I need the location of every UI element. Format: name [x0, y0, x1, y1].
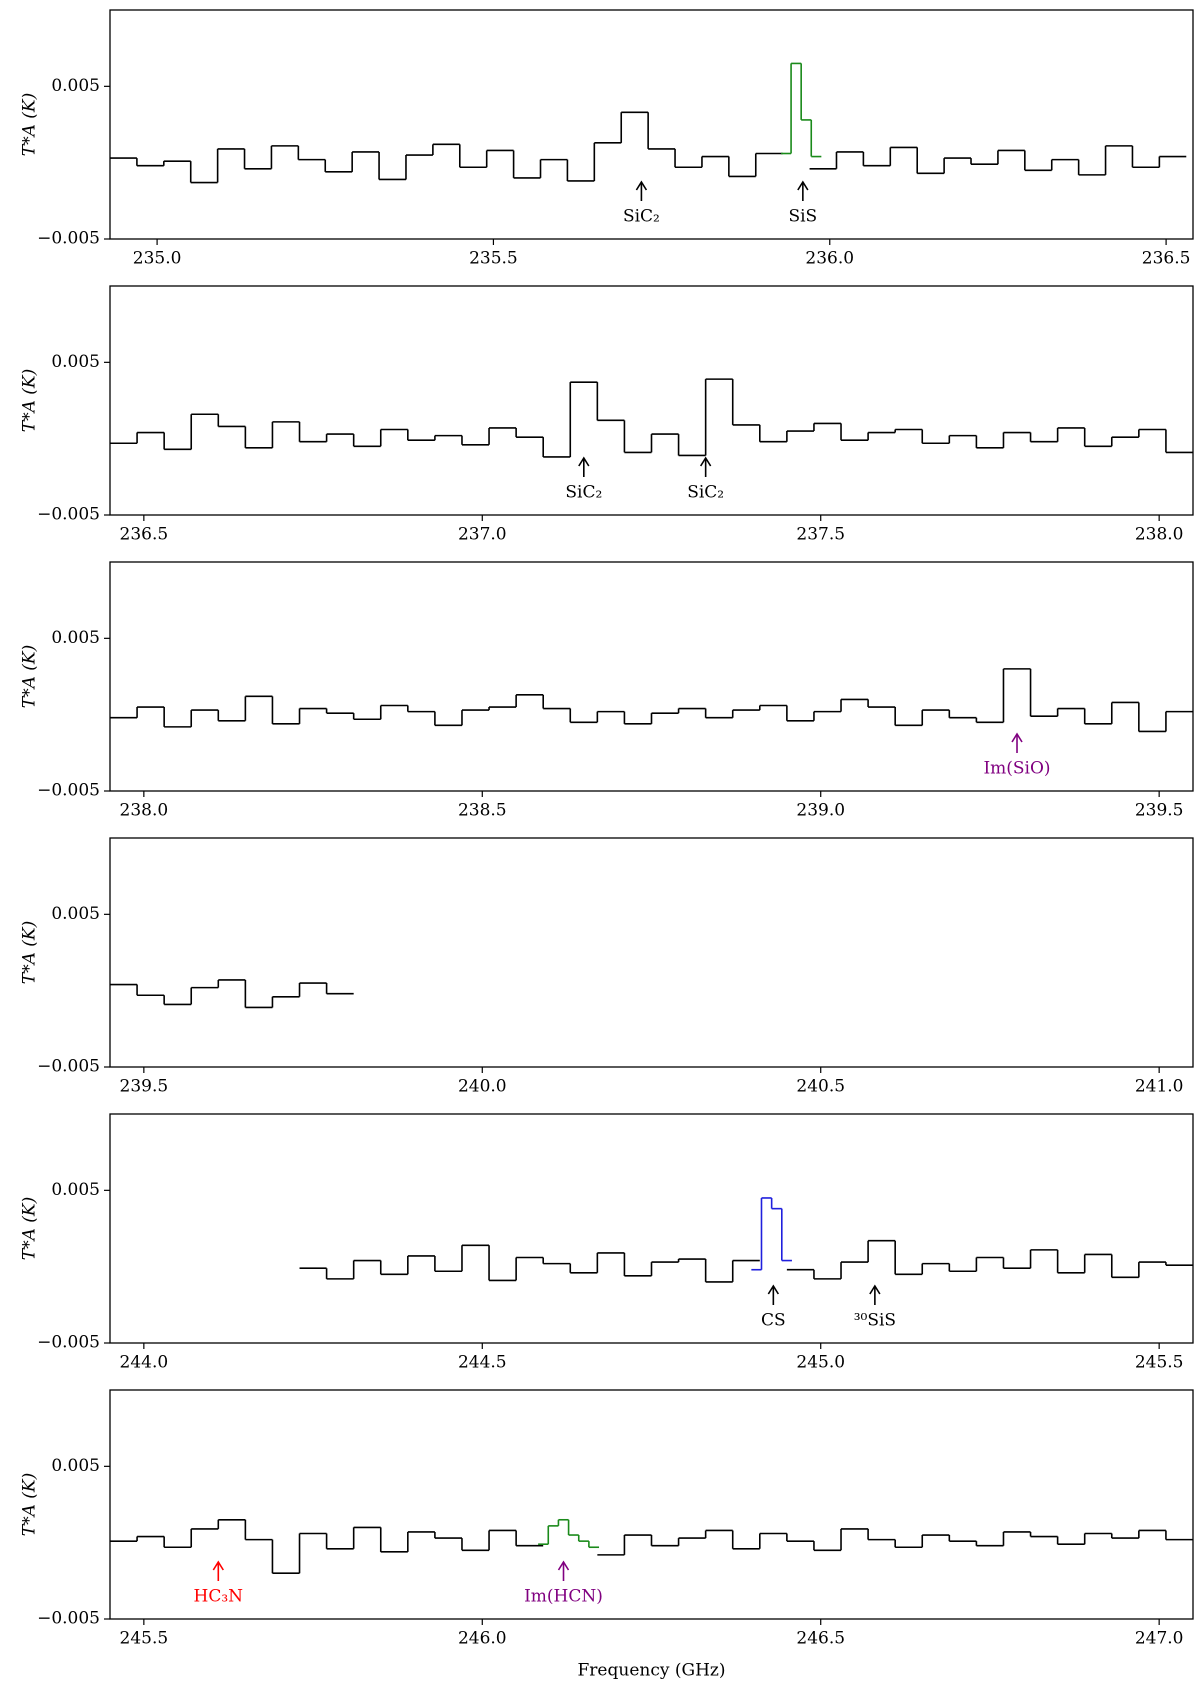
y-axis-label: T*A (K): [20, 369, 40, 432]
y-axis-label: T*A (K): [20, 1197, 40, 1260]
annotation-label: SiC₂: [687, 483, 724, 503]
plot-area: [110, 979, 354, 1009]
y-tick-label: 0.005: [51, 1180, 100, 1200]
x-tick-label: 246.5: [796, 1629, 845, 1649]
annotation-label: Im(HCN): [524, 1587, 603, 1607]
y-axis-label: T*A (K): [20, 1473, 40, 1536]
x-tick-label: 239.0: [796, 801, 845, 821]
y-tick-label: 0.005: [51, 76, 100, 96]
x-tick-label: 239.5: [120, 1077, 169, 1097]
y-tick-label: 0.005: [51, 904, 100, 924]
plot-area: [299, 1197, 1193, 1283]
plot-area: [110, 62, 1187, 184]
annotation-arrowhead: [578, 456, 590, 467]
spectrum-riser: [325, 1240, 1167, 1282]
x-tick-label: 245.5: [1135, 1353, 1184, 1373]
plot-area: [110, 378, 1193, 458]
spectrum-riser: [760, 1197, 783, 1270]
x-tick-label: 239.5: [1135, 801, 1184, 821]
annotation-arrowhead: [557, 1560, 570, 1571]
spectrum-riser: [547, 1519, 590, 1548]
y-tick-label: −0.005: [37, 781, 100, 801]
y-tick-label: 0.005: [51, 352, 100, 372]
y-tick-label: −0.005: [37, 505, 100, 525]
x-tick-label: 236.5: [120, 525, 169, 545]
y-tick-label: −0.005: [37, 1057, 100, 1077]
x-tick-label: 238.5: [458, 801, 507, 821]
spectrum-riser: [136, 112, 1161, 183]
y-tick-label: −0.005: [37, 1609, 100, 1629]
x-tick-label: 244.0: [120, 1353, 169, 1373]
annotation-label: CS: [761, 1311, 786, 1331]
x-tick-label: 237.0: [458, 525, 507, 545]
x-tick-label: 235.0: [133, 249, 182, 269]
annotation-label: Im(SiO): [983, 759, 1050, 779]
x-tick-label: 238.0: [1135, 525, 1184, 545]
annotation-arrowhead: [767, 1284, 780, 1295]
spectrum-riser: [790, 63, 813, 157]
x-tick-label: 236.5: [1142, 249, 1191, 269]
axes-frame: [109, 837, 1194, 1068]
x-tick-label: 246.0: [458, 1629, 507, 1649]
axes-frame: [109, 9, 1194, 240]
spectrum-riser: [136, 979, 328, 1008]
y-tick-label: 0.005: [51, 628, 100, 648]
x-axis-label: Frequency (GHz): [578, 1661, 726, 1681]
axes-frame: [109, 285, 1194, 516]
annotation-arrowhead: [797, 180, 809, 191]
annotation-arrowhead: [212, 1560, 224, 1571]
x-tick-label: 237.5: [796, 525, 845, 545]
y-tick-label: 0.005: [51, 1456, 100, 1476]
x-tick-label: 244.5: [458, 1353, 507, 1373]
x-tick-label: 241.0: [1135, 1077, 1184, 1097]
x-tick-label: 240.5: [796, 1077, 845, 1097]
annotation-arrowhead: [869, 1284, 881, 1295]
y-axis-label: T*A (K): [20, 921, 40, 984]
y-axis-label: T*A (K): [20, 645, 40, 708]
annotation-arrowhead: [699, 456, 712, 467]
y-axis-label: T*A (K): [20, 93, 40, 156]
axes-frame: [109, 1113, 1194, 1344]
x-tick-label: 247.0: [1135, 1629, 1184, 1649]
annotation-label: SiC₂: [565, 483, 602, 503]
annotation-arrowhead: [1011, 732, 1023, 743]
plot-area: [110, 668, 1193, 733]
annotation-label: ³⁰SiS: [854, 1311, 896, 1331]
x-tick-label: 236.0: [805, 249, 854, 269]
y-tick-label: −0.005: [37, 229, 100, 249]
spectrum-riser: [136, 1519, 1167, 1574]
x-tick-label: 235.5: [469, 249, 518, 269]
plot-area: [110, 1518, 1193, 1574]
annotation-label: HC₃N: [194, 1587, 244, 1607]
spectrum-riser: [136, 379, 1167, 457]
x-tick-label: 238.0: [120, 801, 169, 821]
axes-frame: [109, 1389, 1194, 1620]
annotation-arrowhead: [635, 180, 648, 191]
x-tick-label: 240.0: [458, 1077, 507, 1097]
y-tick-label: −0.005: [37, 1333, 100, 1353]
axes-frame: [109, 561, 1194, 792]
annotation-label: SiS: [788, 207, 817, 227]
annotation-label: SiC₂: [623, 207, 660, 227]
x-tick-label: 245.5: [120, 1629, 169, 1649]
x-tick-label: 245.0: [796, 1353, 845, 1373]
spectrum-riser: [136, 668, 1167, 732]
